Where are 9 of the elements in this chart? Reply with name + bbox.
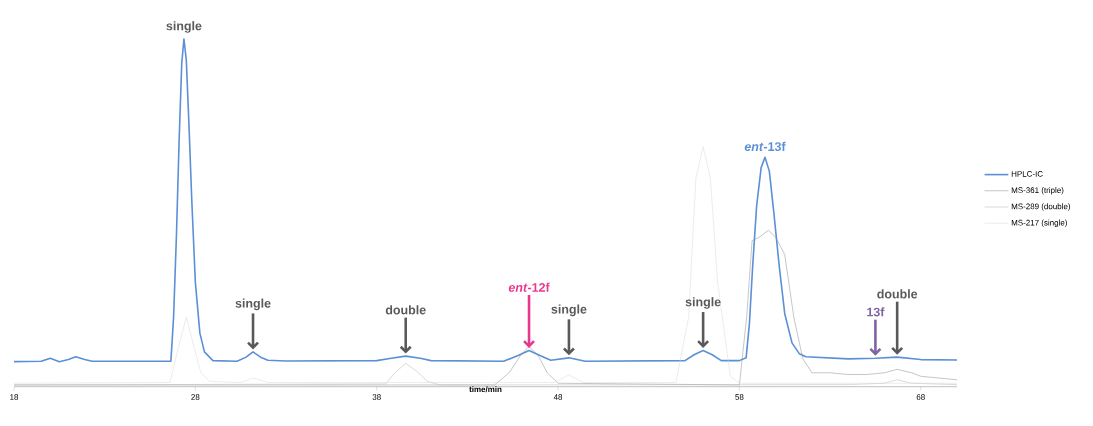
annotation: double xyxy=(877,289,918,299)
annotation: single xyxy=(551,304,587,317)
annotation: single xyxy=(235,298,271,311)
annotation: 13f xyxy=(867,307,885,317)
annotation: ent-12f xyxy=(508,282,550,292)
annotation: single xyxy=(166,21,202,33)
annotation: double xyxy=(385,305,426,315)
annotation: single xyxy=(685,297,721,309)
annotation: ent-13f xyxy=(744,141,786,152)
